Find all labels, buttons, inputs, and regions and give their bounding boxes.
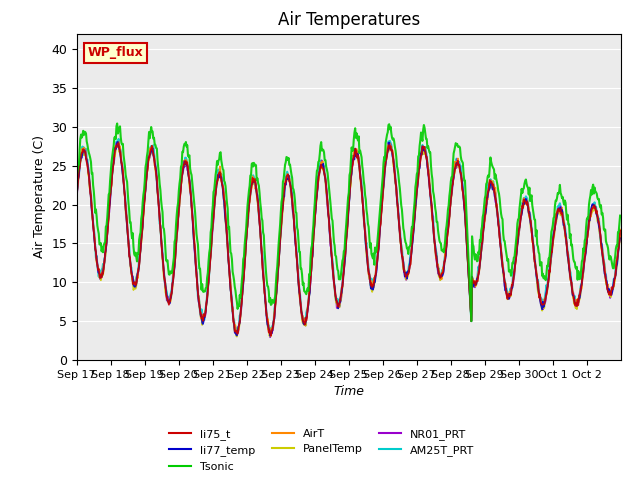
X-axis label: Time: Time xyxy=(333,385,364,398)
Y-axis label: Air Temperature (C): Air Temperature (C) xyxy=(33,135,45,258)
Legend: li75_t, li77_temp, Tsonic, AirT, PanelTemp, NR01_PRT, AM25T_PRT: li75_t, li77_temp, Tsonic, AirT, PanelTe… xyxy=(164,424,479,476)
Text: WP_flux: WP_flux xyxy=(88,47,143,60)
Title: Air Temperatures: Air Temperatures xyxy=(278,11,420,29)
